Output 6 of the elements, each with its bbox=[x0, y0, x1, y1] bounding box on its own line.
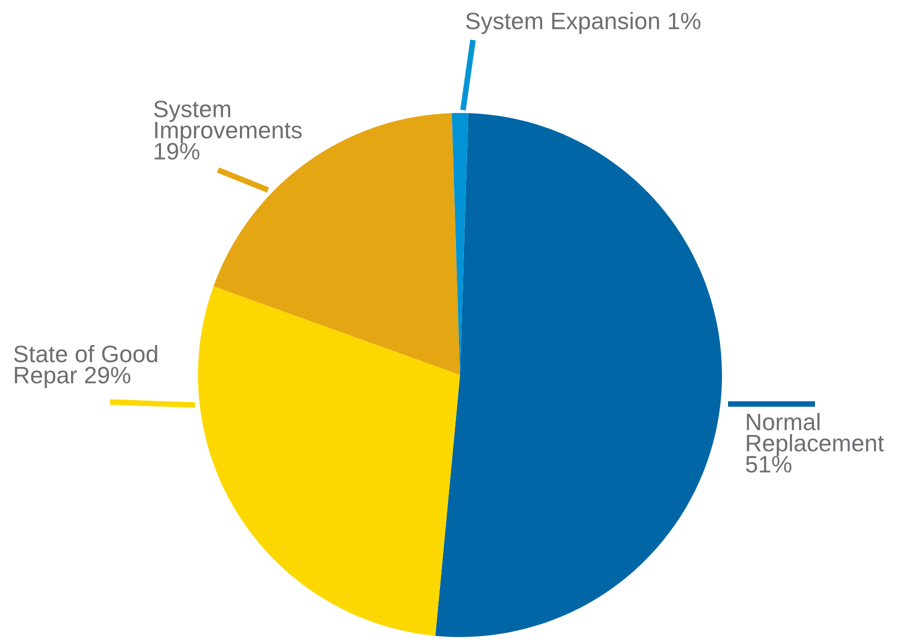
data-label: 51% bbox=[746, 456, 792, 473]
slice-label: Normal Replacement bbox=[746, 413, 884, 456]
slice-label: System Improvements bbox=[154, 100, 302, 144]
slice-label: State of Good Repar 29% bbox=[14, 345, 158, 388]
data-label: 19% bbox=[154, 142, 200, 160]
slice-label: System Expansion 1% bbox=[466, 12, 700, 34]
